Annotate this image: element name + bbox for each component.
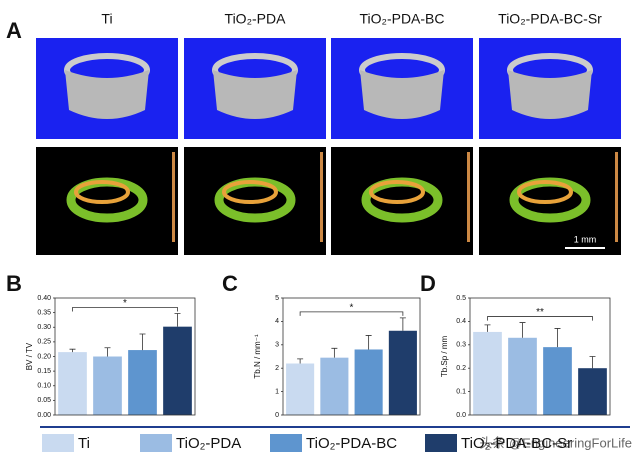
column-label: TiO₂-PDA — [225, 11, 287, 27]
color-scale — [172, 152, 175, 242]
y-tick-label: 5 — [275, 295, 279, 302]
y-tick-label: 0.1 — [456, 388, 466, 395]
scaffold-body — [360, 70, 444, 119]
bar — [354, 349, 383, 415]
y-tick-label: 0.00 — [37, 412, 51, 419]
y-tick-label: 3 — [275, 342, 279, 349]
significance-label: * — [350, 303, 354, 314]
column-label: TiO₂-PDA-BC-Sr — [498, 11, 602, 27]
y-axis-label: BV / TV — [25, 342, 34, 370]
significance-bracket — [487, 316, 593, 321]
scaffold-body — [213, 70, 297, 119]
legend-label: TiO₂-PDA — [176, 435, 241, 452]
legend-swatch — [42, 434, 74, 452]
bone-ring-hi — [517, 180, 573, 204]
error-bar — [297, 358, 304, 364]
bar — [388, 330, 417, 415]
bar — [320, 357, 349, 415]
bar — [473, 331, 502, 415]
significance-label: ** — [536, 307, 544, 318]
significance-label: * — [123, 298, 127, 309]
y-tick-label: 0.40 — [37, 295, 51, 302]
error-bar — [331, 347, 338, 358]
legend-swatch — [140, 434, 172, 452]
error-bar — [174, 313, 181, 327]
y-tick-label: 0 — [275, 412, 279, 419]
color-scale — [615, 152, 618, 242]
y-tick-label: 0.2 — [456, 365, 466, 372]
color-scale — [320, 152, 323, 242]
y-tick-label: 0.25 — [37, 339, 51, 346]
color-scale — [467, 152, 470, 242]
bar — [163, 326, 192, 415]
y-tick-label: 0.20 — [37, 353, 51, 360]
error-bar — [554, 328, 561, 348]
y-tick-label: 0.4 — [456, 318, 466, 325]
scaffold-body — [65, 70, 149, 119]
panel-label: C — [222, 271, 238, 296]
axes-frame — [469, 297, 611, 416]
error-bar — [104, 347, 111, 357]
image-grid — [36, 38, 621, 255]
bar — [508, 337, 537, 415]
bar — [543, 347, 572, 415]
scale-bar-label: 1 mm — [574, 234, 597, 244]
legend-swatch — [425, 434, 457, 452]
y-axis-label: Tb.Sp / mm — [440, 335, 449, 377]
significance-bracket — [299, 311, 404, 316]
y-tick-label: 4 — [275, 318, 279, 325]
y-tick-label: 0.05 — [37, 397, 51, 404]
bar — [93, 356, 122, 415]
y-tick-label: 0.0 — [456, 412, 466, 419]
legend-label: TiO₂-PDA-BC — [306, 435, 397, 452]
axes-frame — [54, 297, 196, 416]
y-tick-label: 0.3 — [456, 342, 466, 349]
y-tick-label: 0.35 — [37, 309, 51, 316]
panel-label: D — [420, 271, 436, 296]
bone-ring-hi — [74, 180, 130, 204]
bone-ring-hi — [222, 180, 278, 204]
error-bar — [365, 335, 372, 350]
bar — [58, 352, 87, 415]
legend-label: TiO₂-PDA-BC-Sr — [461, 435, 572, 452]
y-axis-label: Tb.N / mm⁻¹ — [253, 334, 262, 379]
error-bar — [69, 348, 76, 353]
error-bar — [399, 317, 406, 331]
bar — [128, 350, 157, 415]
column-label: Ti — [101, 11, 112, 27]
bar — [578, 368, 607, 415]
bone-ring-hi — [369, 180, 425, 204]
bar — [286, 363, 315, 415]
error-bar — [519, 322, 526, 338]
y-tick-label: 0.15 — [37, 368, 51, 375]
error-bar — [139, 333, 146, 351]
axes-frame — [282, 297, 421, 416]
watermark: 头条 @EngineeringForLife — [479, 435, 632, 450]
y-tick-label: 1 — [275, 388, 279, 395]
error-bar — [589, 356, 596, 369]
scaffold-body — [508, 70, 592, 119]
y-tick-label: 0.5 — [456, 295, 466, 302]
significance-bracket — [72, 307, 178, 312]
column-label: TiO₂-PDA-BC — [359, 11, 444, 27]
panel-label: A — [6, 18, 22, 43]
legend-swatch — [270, 434, 302, 452]
y-tick-label: 0.10 — [37, 383, 51, 390]
y-tick-label: 0.30 — [37, 324, 51, 331]
error-bar — [484, 324, 491, 332]
panel-label: B — [6, 271, 22, 296]
y-tick-label: 2 — [275, 365, 279, 372]
legend-label: Ti — [78, 435, 90, 452]
